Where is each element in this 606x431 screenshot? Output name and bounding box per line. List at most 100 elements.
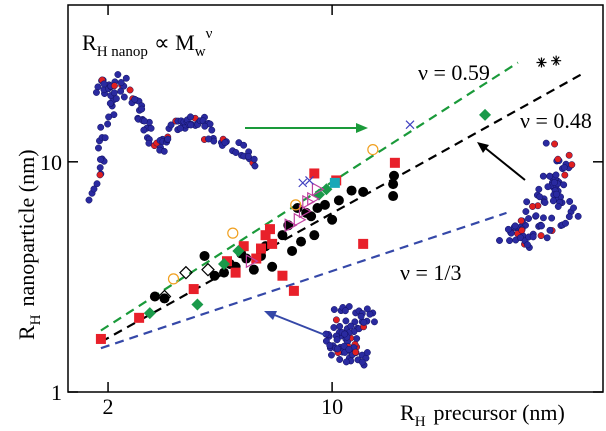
point xyxy=(358,186,369,197)
point xyxy=(255,243,266,254)
point xyxy=(251,253,262,264)
bead xyxy=(126,86,134,94)
fit-label: ν = 0.59 xyxy=(418,60,490,85)
point xyxy=(230,267,241,278)
point xyxy=(551,55,562,66)
point xyxy=(327,214,338,225)
bead xyxy=(122,74,130,82)
point xyxy=(149,291,160,302)
bead xyxy=(538,222,545,230)
bead xyxy=(554,155,562,163)
bead xyxy=(176,124,184,132)
point xyxy=(277,270,288,281)
fit-label: ν = 1/3 xyxy=(400,260,461,285)
bead xyxy=(363,349,371,356)
bead xyxy=(539,214,547,222)
point xyxy=(260,230,271,241)
bead xyxy=(111,82,118,90)
point xyxy=(479,108,492,121)
point xyxy=(311,182,325,197)
bead xyxy=(85,196,93,204)
point xyxy=(333,195,344,206)
point xyxy=(159,293,170,304)
bead xyxy=(517,217,525,225)
arrow xyxy=(483,146,526,181)
bead xyxy=(518,226,526,234)
y-tick-label: 10 xyxy=(40,150,62,175)
bead xyxy=(565,151,573,159)
bead xyxy=(205,135,212,143)
bead xyxy=(96,155,104,163)
bead xyxy=(524,241,531,249)
bead xyxy=(568,161,576,169)
point xyxy=(245,254,259,269)
bead xyxy=(366,310,374,318)
bead xyxy=(140,117,148,125)
y-label-part: nanoparticle (nm) xyxy=(14,149,39,306)
point xyxy=(536,57,547,68)
bead xyxy=(250,155,258,163)
y-tick-label: 1 xyxy=(51,380,62,405)
bead xyxy=(332,316,340,324)
bead xyxy=(532,212,540,220)
bead xyxy=(549,197,557,205)
y-label-part: R xyxy=(14,325,39,340)
bead xyxy=(566,198,574,205)
point xyxy=(143,307,156,320)
bead xyxy=(334,345,341,353)
fit-label: ν = 0.48 xyxy=(520,108,592,133)
bead xyxy=(221,139,229,147)
bead xyxy=(105,113,113,121)
bead xyxy=(504,225,512,233)
point xyxy=(157,289,172,304)
point xyxy=(329,177,340,188)
arrow-head xyxy=(264,311,277,320)
point xyxy=(298,204,312,219)
bead xyxy=(535,185,543,193)
bead xyxy=(336,322,344,330)
point xyxy=(238,241,249,252)
point xyxy=(284,218,298,233)
bead xyxy=(551,140,559,148)
bead xyxy=(97,123,105,131)
point xyxy=(188,284,199,295)
bead xyxy=(561,171,569,179)
point xyxy=(346,185,357,196)
point xyxy=(218,257,231,270)
bead xyxy=(93,180,101,188)
bead xyxy=(353,335,361,343)
point xyxy=(358,238,369,249)
point xyxy=(405,120,415,130)
point xyxy=(320,183,333,196)
bead xyxy=(345,346,353,353)
x-tick-label: 10 xyxy=(321,394,343,419)
bead xyxy=(523,198,531,206)
x-label-part: R xyxy=(400,400,415,425)
point xyxy=(232,244,245,257)
x-label-part: precursor (nm) xyxy=(434,400,565,425)
bead xyxy=(341,307,349,315)
bead xyxy=(539,172,547,180)
bead xyxy=(140,126,148,134)
bead xyxy=(90,185,98,193)
point xyxy=(319,199,330,210)
point xyxy=(267,261,278,272)
y-axis-label: RHnanoparticle (nm) xyxy=(14,149,44,340)
bead xyxy=(101,134,109,142)
bead xyxy=(358,358,366,366)
bead xyxy=(336,356,344,363)
bead xyxy=(536,193,544,201)
point xyxy=(307,191,320,206)
bead xyxy=(341,330,349,338)
bead xyxy=(570,204,577,212)
bead xyxy=(506,237,513,245)
fit-line xyxy=(100,73,583,343)
bead xyxy=(232,149,240,156)
arrow-head xyxy=(477,142,489,153)
bead xyxy=(117,87,125,95)
formula-part: R xyxy=(82,30,97,55)
point xyxy=(388,191,399,202)
x-label-sub: H xyxy=(415,414,426,430)
bead xyxy=(160,147,168,155)
